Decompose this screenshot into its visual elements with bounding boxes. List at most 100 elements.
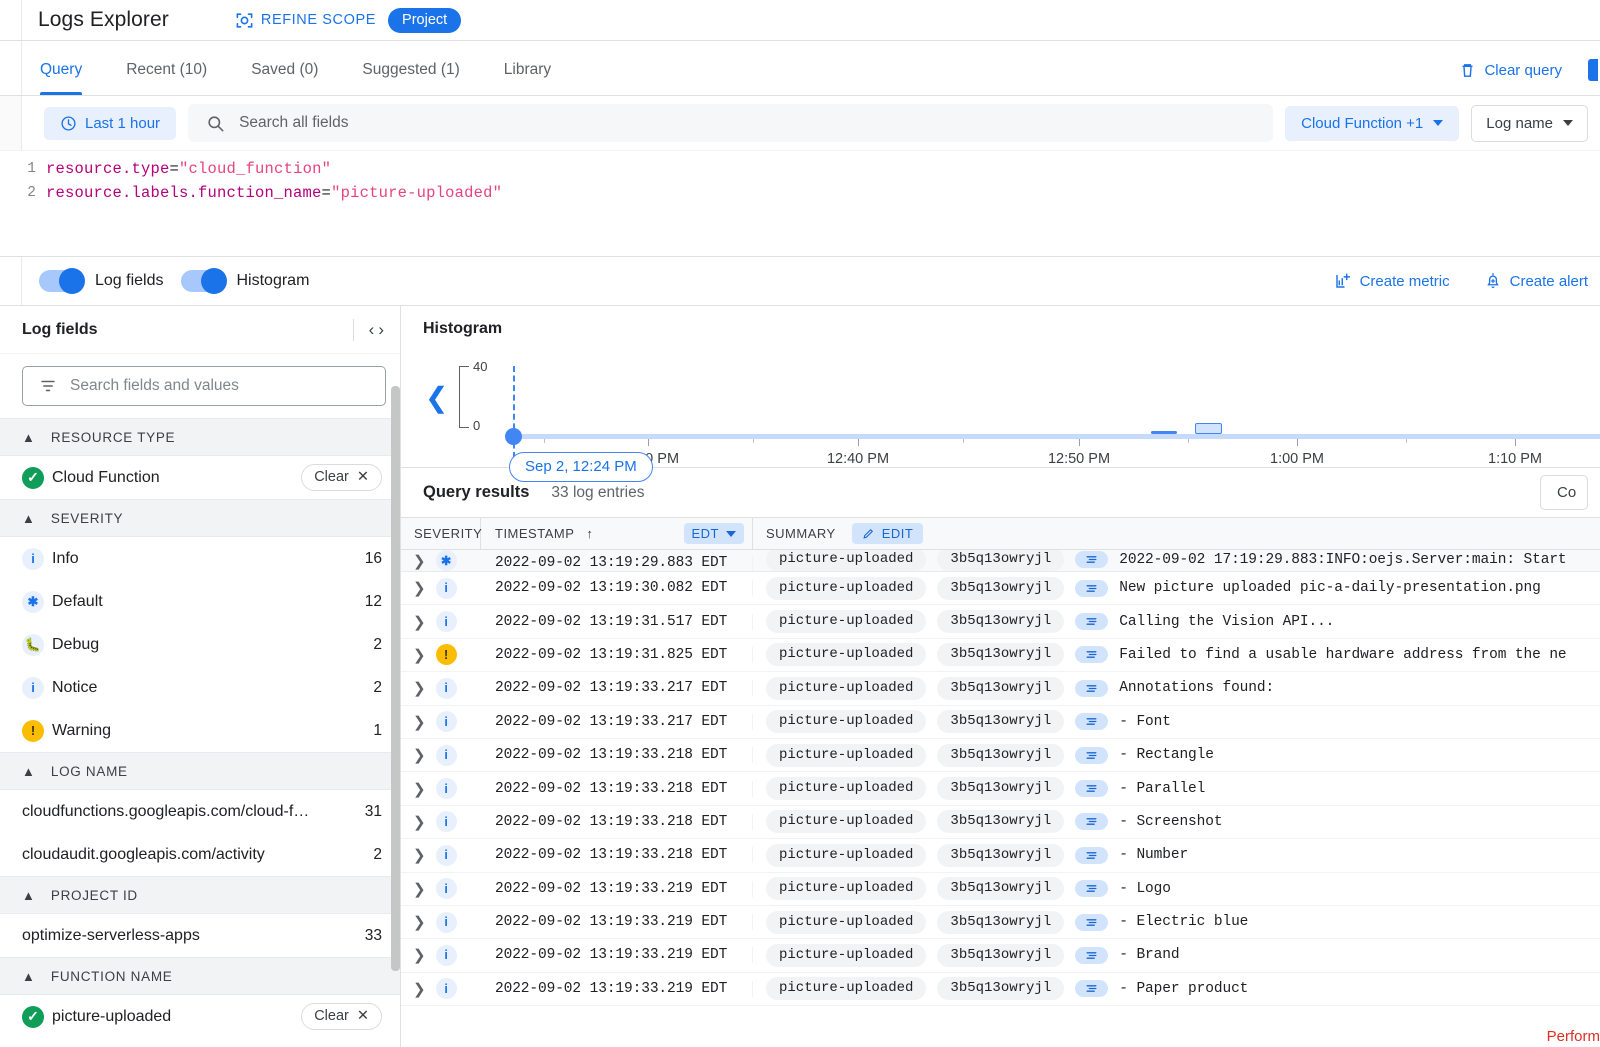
expand-row-icon[interactable]: ❯ [413, 880, 426, 898]
column-header-summary[interactable]: SUMMARY EDIT [753, 518, 1600, 549]
table-row[interactable]: ❯ i 2022-09-02 13:19:30.082 EDT picture-… [401, 572, 1600, 606]
facet-header-resource-type[interactable]: ▲ RESOURCE TYPE [0, 418, 400, 456]
histogram-plot-area[interactable]: ❮ 40 0 12:30 PM 12:40 PM 12:50 PM 1:00 P… [401, 342, 1600, 482]
clear-label-2: Clear [314, 1008, 349, 1024]
facet-row-notice[interactable]: i Notice 2 [0, 666, 400, 709]
table-row[interactable]: ❯ i 2022-09-02 13:19:33.218 EDT picture-… [401, 806, 1600, 840]
table-row[interactable]: ❯ ✱ 2022-09-02 13:19:29.883 EDT picture-… [401, 550, 1600, 572]
chevron-right-icon[interactable]: › [378, 319, 384, 339]
log-name-filter-dropdown[interactable]: Log name [1471, 104, 1588, 142]
facet-header-log-name[interactable]: ▲ LOG NAME [0, 752, 400, 790]
facet-header-project-id[interactable]: ▲ PROJECT ID [0, 876, 400, 914]
table-row[interactable]: ❯ i 2022-09-02 13:19:33.219 EDT picture-… [401, 906, 1600, 940]
edit-summary-fields-button[interactable]: EDIT [851, 523, 924, 544]
expand-payload-icon[interactable] [1075, 913, 1109, 931]
create-alert-button[interactable]: Create alert [1484, 272, 1588, 290]
table-row[interactable]: ❯ ! 2022-09-02 13:19:31.825 EDT picture-… [401, 639, 1600, 673]
code-content-1[interactable]: resource.type="cloud_function" [46, 160, 331, 178]
facet-header-severity[interactable]: ▲ SEVERITY [0, 499, 400, 537]
facet-header-function-name[interactable]: ▲ FUNCTION NAME [0, 957, 400, 995]
range-start-label[interactable]: Sep 2, 12:24 PM [509, 452, 653, 482]
panel-collapse-controls[interactable]: ‹ › [352, 318, 386, 341]
expand-row-icon[interactable]: ❯ [413, 613, 426, 631]
expand-row-icon[interactable]: ❯ [413, 813, 426, 831]
table-row[interactable]: ❯ i 2022-09-02 13:19:33.219 EDT picture-… [401, 873, 1600, 906]
timezone-selector[interactable]: EDT [683, 523, 744, 544]
tab-recent[interactable]: Recent (10) [126, 61, 208, 78]
chevron-left-icon[interactable]: ‹ [368, 319, 375, 339]
table-row[interactable]: ❯ i 2022-09-02 13:19:33.217 EDT picture-… [401, 706, 1600, 739]
clear-query-button[interactable]: Clear query [1459, 62, 1562, 79]
expand-row-icon[interactable]: ❯ [413, 780, 426, 798]
expand-row-icon[interactable]: ❯ [413, 914, 426, 932]
expand-payload-icon[interactable] [1075, 813, 1109, 831]
expand-row-icon[interactable]: ❯ [413, 847, 426, 865]
expand-row-icon[interactable]: ❯ [413, 747, 426, 765]
facet-row-picture-uploaded[interactable]: ✓ picture-uploaded Clear ✕ [0, 995, 400, 1038]
copy-button[interactable]: Co [1540, 475, 1588, 510]
expand-payload-icon[interactable] [1075, 679, 1109, 697]
expand-row-icon[interactable]: ❯ [413, 646, 426, 664]
table-row[interactable]: ❯ i 2022-09-02 13:19:33.217 EDT picture-… [401, 672, 1600, 706]
create-metric-button[interactable]: Create metric [1334, 272, 1450, 290]
code-content-2[interactable]: resource.labels.function_name="picture-u… [46, 184, 502, 202]
expand-row-icon[interactable]: ❯ [413, 580, 426, 598]
clear-function-name-button[interactable]: Clear ✕ [301, 1003, 382, 1030]
expand-row-icon[interactable]: ❯ [413, 552, 426, 570]
log-entries-table[interactable]: SEVERITY TIMESTAMP ↑ EDT SUMMARY [401, 518, 1600, 1047]
refine-scope-button[interactable]: REFINE SCOPE [235, 11, 376, 30]
table-row[interactable]: ❯ i 2022-09-02 13:19:33.218 EDT picture-… [401, 839, 1600, 873]
expand-payload-icon[interactable] [1075, 746, 1109, 764]
tab-suggested[interactable]: Suggested (1) [362, 61, 460, 78]
search-input[interactable] [239, 114, 1256, 132]
expand-payload-icon[interactable] [1075, 646, 1109, 664]
range-start-handle[interactable] [505, 428, 522, 445]
histogram-bar-1[interactable] [1151, 431, 1177, 434]
tab-saved[interactable]: Saved (0) [251, 61, 319, 78]
table-row[interactable]: ❯ i 2022-09-02 13:19:33.218 EDT picture-… [401, 772, 1600, 806]
sidebar-scrollbar[interactable] [391, 386, 400, 971]
project-scope-chip[interactable]: Project [388, 7, 462, 33]
expand-payload-icon[interactable] [1075, 579, 1109, 597]
tab-library[interactable]: Library [503, 61, 552, 78]
expand-payload-icon[interactable] [1075, 846, 1109, 864]
time-range-selector[interactable]: Last 1 hour [44, 106, 177, 140]
expand-row-icon[interactable]: ❯ [413, 980, 426, 998]
query-code-editor[interactable]: 1 resource.type="cloud_function" 2 resou… [0, 151, 1600, 257]
expand-payload-icon[interactable] [1075, 613, 1109, 631]
facet-row-default[interactable]: ✱ Default 12 [0, 580, 400, 623]
table-row[interactable]: ❯ i 2022-09-02 13:19:33.219 EDT picture-… [401, 973, 1600, 1007]
expand-payload-icon[interactable] [1075, 551, 1109, 568]
expand-payload-icon[interactable] [1075, 980, 1109, 998]
facet-row-info[interactable]: i Info 16 [0, 537, 400, 580]
column-header-severity[interactable]: SEVERITY [401, 518, 482, 549]
clear-resource-type-button[interactable]: Clear ✕ [301, 464, 382, 491]
facet-row-project[interactable]: optimize-serverless-apps 33 [0, 914, 400, 957]
facet-row-cloudaudit-log[interactable]: cloudaudit.googleapis.com/activity 2 [0, 833, 400, 876]
histogram-collapse-icon[interactable]: ❮ [425, 382, 449, 413]
search-all-fields[interactable] [188, 104, 1274, 142]
field-search-box[interactable] [22, 366, 386, 406]
log-fields-toggle[interactable] [39, 268, 85, 294]
expand-row-icon[interactable]: ❯ [413, 947, 426, 965]
table-row[interactable]: ❯ i 2022-09-02 13:19:33.218 EDT picture-… [401, 739, 1600, 773]
table-row[interactable]: ❯ i 2022-09-02 13:19:33.219 EDT picture-… [401, 939, 1600, 973]
facet-row-debug[interactable]: 🐛 Debug 2 [0, 623, 400, 666]
expand-payload-icon[interactable] [1075, 780, 1109, 798]
edge-action-chip[interactable] [1588, 59, 1598, 81]
histogram-bar-2[interactable] [1195, 423, 1222, 434]
expand-payload-icon[interactable] [1075, 946, 1109, 964]
table-row[interactable]: ❯ i 2022-09-02 13:19:31.517 EDT picture-… [401, 605, 1600, 639]
facet-row-cloudfunctions-log[interactable]: cloudfunctions.googleapis.com/cloud-f… 3… [0, 790, 400, 833]
tab-query[interactable]: Query [22, 61, 104, 95]
expand-payload-icon[interactable] [1075, 880, 1109, 898]
expand-row-icon[interactable]: ❯ [413, 713, 426, 731]
expand-row-icon[interactable]: ❯ [413, 680, 426, 698]
expand-payload-icon[interactable] [1075, 713, 1109, 731]
resource-filter-dropdown[interactable]: Cloud Function +1 [1285, 105, 1460, 141]
histogram-toggle[interactable] [180, 268, 227, 294]
column-header-timestamp[interactable]: TIMESTAMP ↑ EDT [481, 518, 753, 549]
facet-row-cloud-function[interactable]: ✓ Cloud Function Clear ✕ [0, 456, 400, 499]
field-search-input[interactable] [70, 377, 369, 395]
facet-row-warning[interactable]: ! Warning 1 [0, 709, 400, 752]
